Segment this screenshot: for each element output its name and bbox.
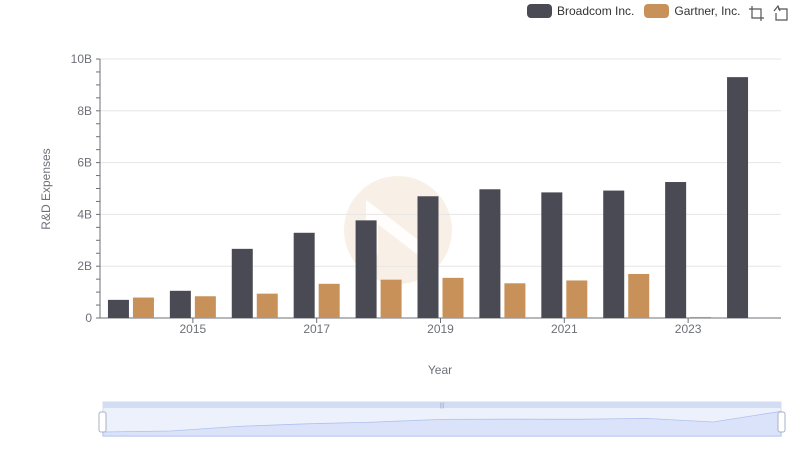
y-tick-label: 6B	[77, 156, 92, 170]
y-tick-label: 4B	[77, 207, 92, 221]
legend-label-broadcom: Broadcom Inc.	[557, 4, 635, 18]
reset-icon[interactable]	[773, 5, 790, 22]
zoom-handle-right[interactable]	[777, 411, 786, 433]
bar-broadcom-2024[interactable]	[727, 77, 749, 318]
bar-gartner-2014[interactable]	[132, 297, 154, 318]
y-tick-label: 10B	[71, 52, 92, 66]
zoom-top-bar[interactable]	[103, 402, 781, 408]
bar-broadcom-2015[interactable]	[169, 290, 191, 318]
bar-gartner-2017[interactable]	[318, 283, 340, 318]
data-zoom-slider[interactable]: |||	[98, 401, 786, 437]
y-tick-label: 2B	[77, 259, 92, 273]
bar-gartner-2022[interactable]	[628, 273, 650, 318]
zoom-handle-left[interactable]	[98, 411, 107, 433]
x-axis: 2015 2017 2019 2021 2023	[100, 317, 781, 336]
legend-item-gartner[interactable]: Gartner, Inc.	[644, 4, 740, 18]
bar-broadcom-2022[interactable]	[603, 190, 625, 318]
x-axis-title: Year	[428, 363, 452, 377]
x-tick-label: 2021	[551, 322, 578, 336]
bar-broadcom-2018[interactable]	[355, 220, 377, 318]
bar-broadcom-2017[interactable]	[293, 232, 315, 318]
y-tick-label: 0	[85, 311, 92, 325]
bar-gartner-2021[interactable]	[566, 280, 588, 318]
legend-item-broadcom[interactable]: Broadcom Inc.	[527, 4, 634, 18]
legend-label-gartner: Gartner, Inc.	[674, 4, 741, 18]
legend: Broadcom Inc. Gartner, Inc.	[527, 4, 750, 18]
bar-gartner-2018[interactable]	[380, 279, 402, 318]
y-axis-title: R&D Expenses	[39, 148, 53, 229]
zoom-grip-mark: |||	[440, 403, 445, 409]
x-tick-label: 2019	[427, 322, 454, 336]
bar-broadcom-2020[interactable]	[479, 189, 501, 318]
bar-broadcom-2023[interactable]	[665, 182, 687, 318]
x-tick-label: 2017	[303, 322, 330, 336]
x-tick-label: 2023	[675, 322, 702, 336]
bar-gartner-2023[interactable]	[690, 316, 712, 318]
bar-broadcom-2019[interactable]	[417, 196, 439, 318]
bar-gartner-2020[interactable]	[504, 283, 526, 318]
bar-broadcom-2016[interactable]	[231, 248, 253, 318]
y-tick-label: 8B	[77, 104, 92, 118]
bar-gartner-2019[interactable]	[442, 277, 464, 318]
legend-swatch-broadcom	[527, 4, 552, 18]
crop-icon[interactable]	[748, 5, 765, 22]
bar-broadcom-2021[interactable]	[541, 192, 563, 318]
bar-broadcom-2014[interactable]	[107, 299, 129, 318]
x-tick-label: 2015	[180, 322, 207, 336]
bar-gartner-2015[interactable]	[194, 296, 216, 318]
legend-swatch-gartner	[644, 4, 670, 18]
bars[interactable]	[107, 77, 749, 318]
bar-gartner-2016[interactable]	[256, 293, 278, 318]
y-axis: 0 2B 4B 6B 8B 10B	[71, 52, 101, 325]
